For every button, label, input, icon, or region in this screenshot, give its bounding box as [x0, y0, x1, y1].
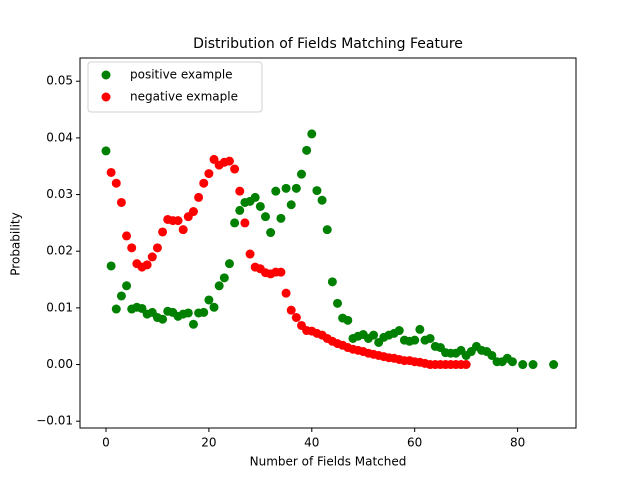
- x-tick-label: 0: [102, 436, 110, 450]
- scatter-point: [219, 273, 229, 283]
- scatter-point: [106, 167, 116, 177]
- scatter-point: [230, 164, 240, 174]
- scatter-point: [410, 335, 420, 345]
- scatter-point: [235, 205, 245, 215]
- scatter-point: [142, 260, 152, 270]
- scatter-point: [111, 178, 121, 188]
- scatter-point: [101, 146, 111, 156]
- scatter-point: [369, 330, 379, 340]
- scatter-point: [147, 252, 157, 262]
- scatter-point: [291, 183, 301, 193]
- scatter-point: [302, 145, 312, 155]
- scatter-point: [122, 231, 132, 241]
- scatter-point: [260, 212, 270, 222]
- scatter-point: [322, 225, 332, 235]
- legend-marker: [101, 92, 111, 102]
- scatter-point: [281, 288, 291, 298]
- scatter-point: [394, 326, 404, 336]
- scatter-point: [194, 192, 204, 202]
- scatter-point: [173, 216, 183, 226]
- legend-label: positive example: [130, 68, 233, 82]
- scatter-point: [276, 267, 286, 277]
- scatter-point: [317, 195, 327, 205]
- scatter-point: [549, 360, 559, 370]
- plot-frame: [79, 57, 577, 429]
- x-tick-label: 80: [510, 436, 525, 450]
- scatter-point: [415, 324, 425, 334]
- y-tick-label: 0.05: [46, 74, 73, 88]
- scatter-point: [235, 186, 245, 196]
- scatter-point: [297, 169, 307, 179]
- scatter-point: [281, 183, 291, 193]
- scatter-point: [116, 197, 126, 207]
- scatter-point: [461, 360, 471, 370]
- scatter-point: [266, 228, 276, 238]
- legend-box: [87, 61, 263, 113]
- scatter-point: [122, 281, 132, 291]
- scatter-point: [312, 186, 322, 196]
- scatter-point: [209, 302, 219, 312]
- legend: positive example negative exmaple: [87, 61, 263, 113]
- scatter-point: [245, 249, 255, 259]
- scatter-point: [343, 315, 353, 325]
- legend-marker: [101, 70, 111, 80]
- scatter-point: [487, 350, 497, 360]
- scatter-point: [111, 304, 121, 314]
- scatter-point: [158, 227, 168, 237]
- scatter-point: [178, 225, 188, 235]
- scatter-point: [188, 319, 198, 329]
- scatter-point: [333, 298, 343, 308]
- y-tick-label: 0.02: [46, 244, 73, 258]
- scatter-point: [250, 192, 260, 202]
- y-tick-label: −0.01: [36, 414, 73, 428]
- scatter-point: [291, 313, 301, 323]
- x-tick-label: 60: [407, 436, 422, 450]
- scatter-point: [255, 201, 265, 211]
- scatter-point: [183, 308, 193, 318]
- y-tick-label: 0.00: [46, 357, 73, 371]
- x-tick-label: 20: [201, 436, 216, 450]
- scatter-point: [106, 261, 116, 271]
- scatter-point: [127, 243, 137, 253]
- scatter-point: [204, 169, 214, 179]
- scatter-point: [188, 207, 198, 217]
- scatter-point: [327, 277, 337, 287]
- scatter-point: [152, 243, 162, 253]
- scatter-point: [204, 295, 214, 305]
- scatter-point: [158, 314, 168, 324]
- legend-label: negative exmaple: [130, 90, 238, 104]
- scatter-point: [199, 178, 209, 188]
- y-tick-label: 0.04: [46, 130, 73, 144]
- chart-title: Distribution of Fields Matching Feature: [193, 36, 463, 52]
- y-axis-label: Probability: [9, 212, 23, 275]
- scatter-point: [286, 200, 296, 210]
- scatter-point: [116, 291, 126, 301]
- scatter-point: [286, 305, 296, 315]
- scatter-point: [230, 218, 240, 228]
- scatter-point: [224, 156, 234, 166]
- scatter-point: [307, 129, 317, 139]
- scatter-point: [528, 360, 538, 370]
- scatter-point: [240, 218, 250, 228]
- scatter-point: [271, 186, 281, 196]
- x-axis-label: Number of Fields Matched: [250, 455, 407, 469]
- scatter-point: [224, 259, 234, 269]
- scatter-point: [199, 307, 209, 317]
- y-tick-label: 0.01: [46, 300, 73, 314]
- scatter-point: [518, 360, 528, 370]
- scatter-point: [425, 333, 435, 343]
- y-tick-label: 0.03: [46, 187, 73, 201]
- scatter-point: [276, 213, 286, 223]
- scatter-point: [214, 281, 224, 291]
- scatter-point: [507, 357, 517, 367]
- x-tick-label: 40: [304, 436, 319, 450]
